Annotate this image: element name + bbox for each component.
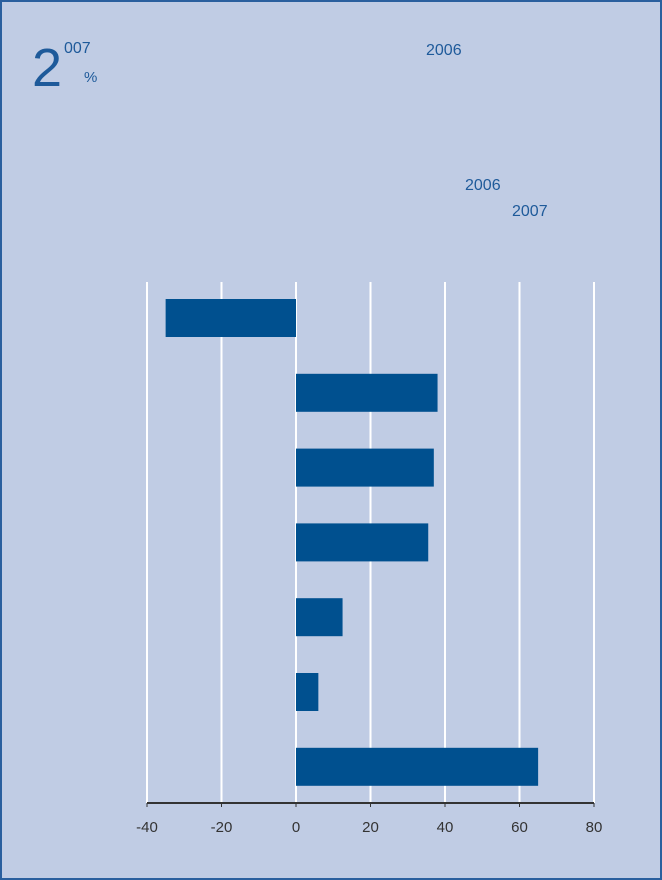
- bar: [296, 373, 438, 412]
- bar: [165, 299, 296, 337]
- bar: [296, 747, 539, 786]
- x-tick-label: 40: [437, 819, 454, 836]
- x-tick-label: 60: [511, 819, 528, 836]
- x-tick-label: -40: [136, 819, 158, 836]
- x-tick-label: 0: [292, 819, 300, 836]
- subtitle: 2006: [426, 42, 462, 59]
- annotation: 2006: [465, 177, 501, 194]
- bar: [296, 673, 319, 711]
- bar: [296, 598, 343, 637]
- title-lead: 2: [32, 38, 62, 98]
- x-tick-label: 20: [362, 819, 379, 836]
- x-tick-label: -20: [211, 819, 233, 836]
- title-rest: 007: [64, 40, 91, 57]
- bar: [296, 523, 429, 562]
- annotation: 2007: [512, 203, 548, 220]
- bar: [296, 448, 434, 487]
- x-tick-label: 80: [586, 819, 603, 836]
- unit: %: [84, 69, 97, 86]
